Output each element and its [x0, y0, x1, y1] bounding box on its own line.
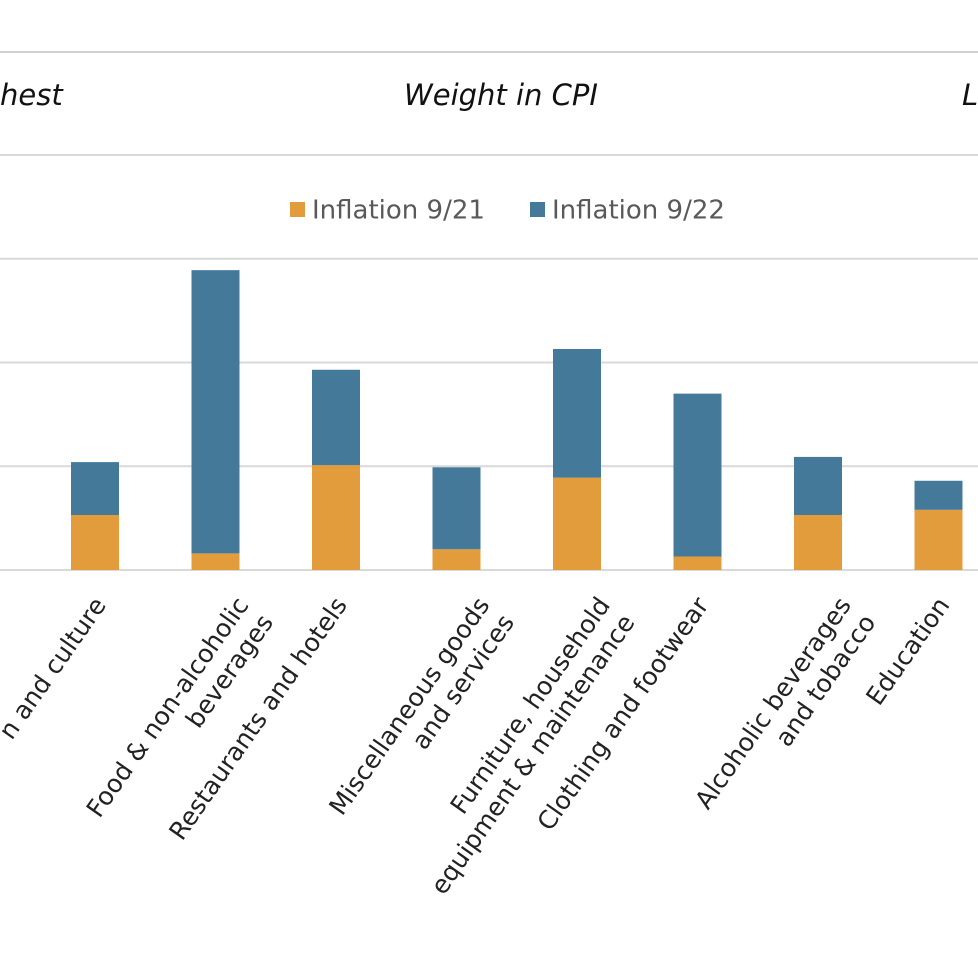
x-tick-label: Education: [860, 592, 955, 711]
bar-segment: [432, 467, 481, 550]
header-center: Weight in CPI: [404, 78, 598, 112]
bar-segment: [312, 465, 360, 570]
x-tick-label: Alcoholic beveragesand tobacco: [689, 592, 881, 832]
bar-segment: [794, 515, 842, 570]
bar-segment: [914, 480, 963, 510]
header-right: L: [962, 78, 978, 112]
header-left: hest: [0, 78, 64, 112]
bar-segment: [673, 556, 722, 570]
legend-label: Inflation 9/22: [552, 196, 725, 226]
bar-segment: [71, 515, 119, 570]
bar-segment: [191, 270, 240, 554]
bar-segment: [553, 477, 601, 570]
bar-segment: [312, 369, 360, 466]
bar-segment: [794, 456, 842, 516]
bar-segment: [71, 462, 119, 516]
legend-swatch: [290, 202, 305, 217]
bar-segment: [914, 509, 963, 570]
bar-segment: [553, 349, 601, 478]
bar-segment: [432, 549, 481, 570]
bar-segment: [191, 553, 240, 570]
legend-label: Inflation 9/21: [312, 196, 485, 226]
bar-segment: [673, 393, 722, 557]
legend-swatch: [530, 202, 545, 217]
x-tick-label: n and culture: [0, 592, 112, 745]
